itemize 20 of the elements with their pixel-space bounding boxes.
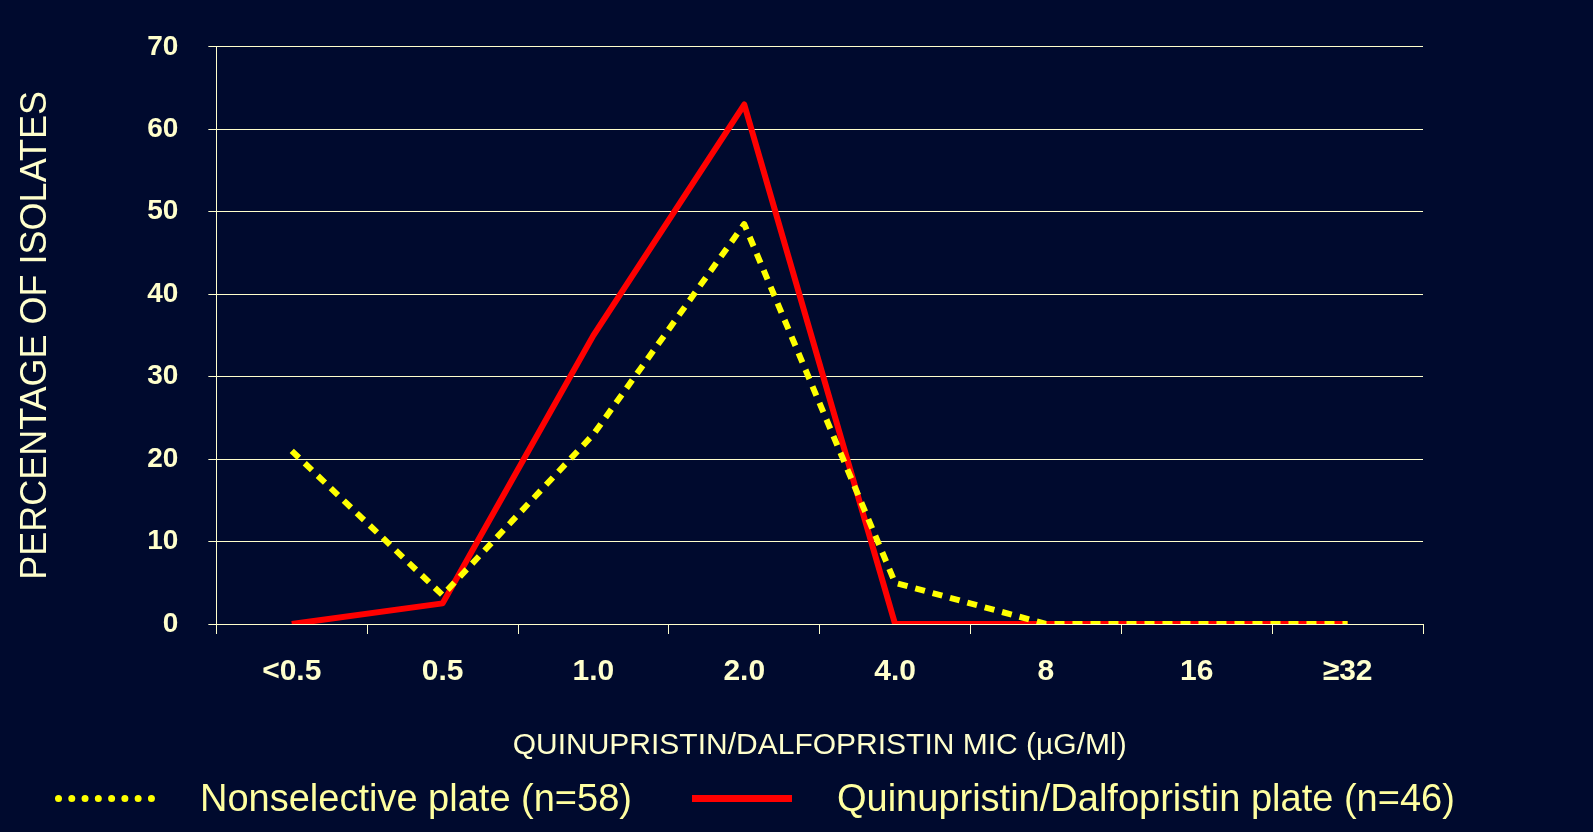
y-axis-title: PERCENTAGE OF ISOLATES [12,91,54,580]
y-tick-label: 20 [147,441,179,473]
x-tick-label: 2.0 [723,653,766,687]
y-tick-label: 70 [147,29,179,61]
x-tick-label: 8 [1037,653,1055,687]
y-tick-label: 30 [147,359,179,391]
x-tick-label: 0.5 [421,653,464,687]
y-tick-label: 10 [147,524,179,556]
x-tick-label: 4.0 [874,653,916,687]
x-tick-label: 1.0 [572,653,615,687]
legend-label: Nonselective plate (n=58) [200,776,632,820]
legend-label: Quinupristin/Dalfopristin plate (n=46) [836,776,1455,820]
y-tick-label: 40 [147,276,179,308]
x-tick-label: ≥32 [1322,653,1373,687]
y-tick-label: 0 [162,606,179,638]
y-tick-label: 50 [147,194,179,226]
x-tick-label: 16 [1180,653,1214,687]
x-tick-label: <0.5 [262,653,322,687]
x-axis-title: QUINUPRISTIN/DALFOPRISTIN MIC (µG/Ml) [512,727,1127,761]
y-tick-label: 60 [147,111,179,143]
